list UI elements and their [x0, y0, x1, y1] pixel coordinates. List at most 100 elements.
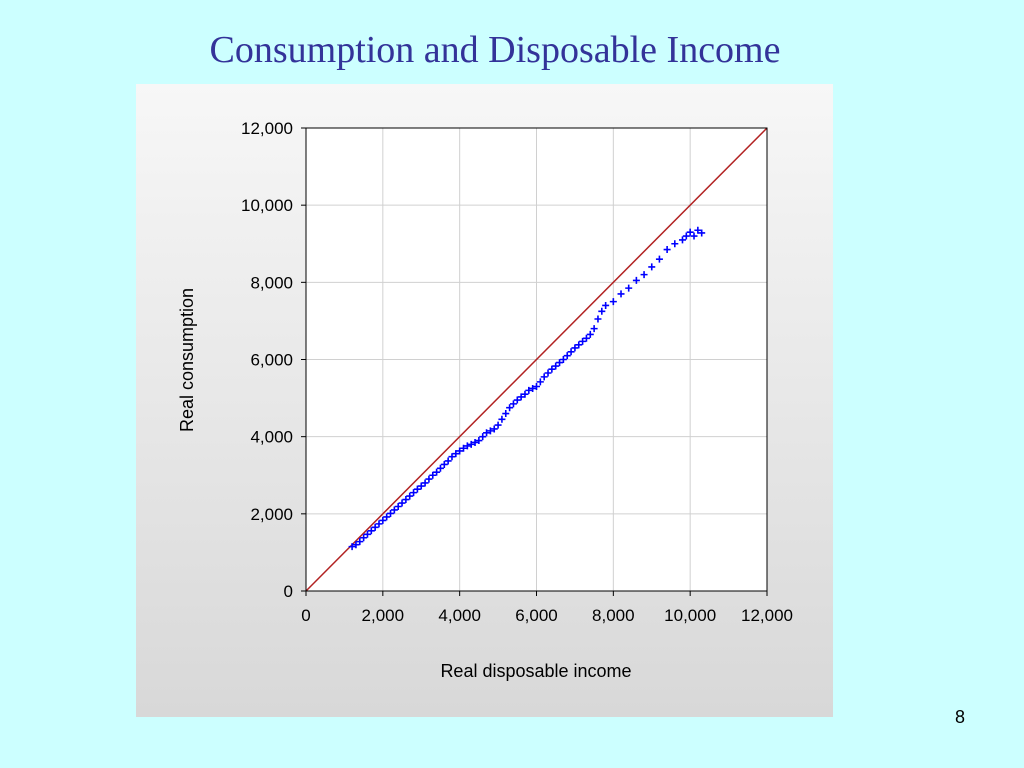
reference-line-45-degree — [305, 127, 768, 592]
data-point — [436, 464, 444, 472]
data-point — [575, 341, 583, 349]
data-point — [540, 373, 548, 381]
chart-panel: 0 2,000 4,000 6,000 8,000 10,000 12,000 0 2,000… — [136, 84, 833, 717]
data-point — [579, 337, 587, 345]
data-points — [348, 226, 706, 551]
data-point — [463, 442, 471, 450]
data-point — [375, 520, 383, 528]
data-point — [456, 447, 464, 455]
data-point — [536, 378, 544, 386]
y-tick-label: 0 — [284, 582, 293, 601]
data-point — [513, 396, 521, 404]
data-point — [490, 425, 498, 433]
data-point — [567, 348, 575, 356]
data-point — [471, 438, 479, 446]
data-point — [694, 226, 702, 234]
data-point — [444, 457, 452, 465]
data-point — [356, 538, 364, 546]
data-point — [452, 450, 460, 458]
data-point — [586, 330, 594, 338]
data-point — [533, 383, 540, 391]
data-point — [602, 301, 610, 309]
data-point — [521, 390, 529, 398]
y-tick-label: 2,000 — [250, 505, 293, 524]
data-point — [417, 482, 425, 490]
data-point — [625, 284, 633, 292]
data-point — [352, 541, 360, 549]
data-point — [552, 362, 560, 370]
data-point — [410, 489, 418, 497]
data-point — [678, 236, 686, 244]
page-number: 8 — [954, 707, 965, 727]
data-point — [429, 471, 437, 479]
data-point — [517, 393, 525, 401]
data-point — [486, 427, 494, 435]
data-point — [383, 513, 391, 521]
y-tick-label: 8,000 — [250, 273, 293, 292]
data-point — [525, 386, 533, 394]
data-point — [671, 240, 679, 248]
data-point — [494, 421, 502, 429]
data-point — [475, 437, 483, 445]
data-point — [483, 429, 491, 437]
y-tick-label: 4,000 — [250, 428, 293, 447]
x-tick-label: 8,000 — [592, 606, 635, 625]
data-point — [440, 460, 448, 468]
x-tick-label: 10,000 — [664, 606, 716, 625]
x-tick-label: 4,000 — [438, 606, 481, 625]
data-point — [460, 444, 468, 452]
data-point — [663, 246, 671, 254]
x-tick-label: 6,000 — [515, 606, 558, 625]
data-point — [556, 359, 564, 367]
data-point — [655, 255, 663, 263]
data-point — [640, 271, 648, 279]
data-point — [544, 369, 552, 377]
data-point — [498, 415, 506, 423]
y-tick-label: 10,000 — [241, 196, 293, 215]
data-point — [506, 404, 514, 412]
data-point — [348, 543, 356, 551]
data-point — [479, 433, 487, 441]
data-point — [398, 499, 406, 507]
data-point — [433, 468, 441, 476]
x-tick-label: 2,000 — [362, 606, 405, 625]
data-point — [571, 344, 579, 352]
data-point — [367, 527, 375, 535]
data-point — [394, 503, 402, 511]
data-point — [609, 298, 617, 306]
slide-title: Consumption and Disposable Income — [209, 29, 781, 71]
data-point — [387, 509, 395, 517]
data-point — [686, 228, 694, 236]
data-point — [594, 315, 602, 323]
data-point — [598, 307, 606, 315]
data-point — [502, 410, 510, 418]
data-point — [360, 534, 368, 542]
data-point — [648, 263, 656, 271]
data-point — [413, 485, 421, 493]
data-point — [632, 276, 640, 284]
data-point — [698, 229, 706, 237]
data-point — [690, 232, 698, 240]
x-tick-label: 0 — [301, 606, 310, 625]
data-point — [402, 496, 410, 504]
data-point — [363, 530, 371, 538]
data-point — [559, 356, 567, 363]
data-point — [529, 384, 537, 392]
data-point — [617, 290, 625, 298]
data-point — [590, 325, 598, 333]
data-point — [467, 440, 475, 448]
data-point — [371, 523, 379, 531]
y-tick-label: 6,000 — [250, 351, 293, 370]
data-point — [582, 334, 590, 342]
y-axis-label: Real consumption — [177, 288, 197, 432]
x-axis-ticks: 0 2,000 4,000 6,000 8,000 10,000 12,000 — [301, 591, 793, 625]
data-point — [390, 506, 398, 514]
x-tick-label: 12,000 — [741, 606, 793, 625]
data-point — [548, 365, 556, 373]
data-point — [425, 475, 433, 483]
data-point — [448, 453, 456, 461]
data-point — [406, 492, 414, 500]
data-point — [421, 479, 429, 487]
y-tick-label: 12,000 — [241, 119, 293, 138]
data-point — [379, 516, 387, 524]
